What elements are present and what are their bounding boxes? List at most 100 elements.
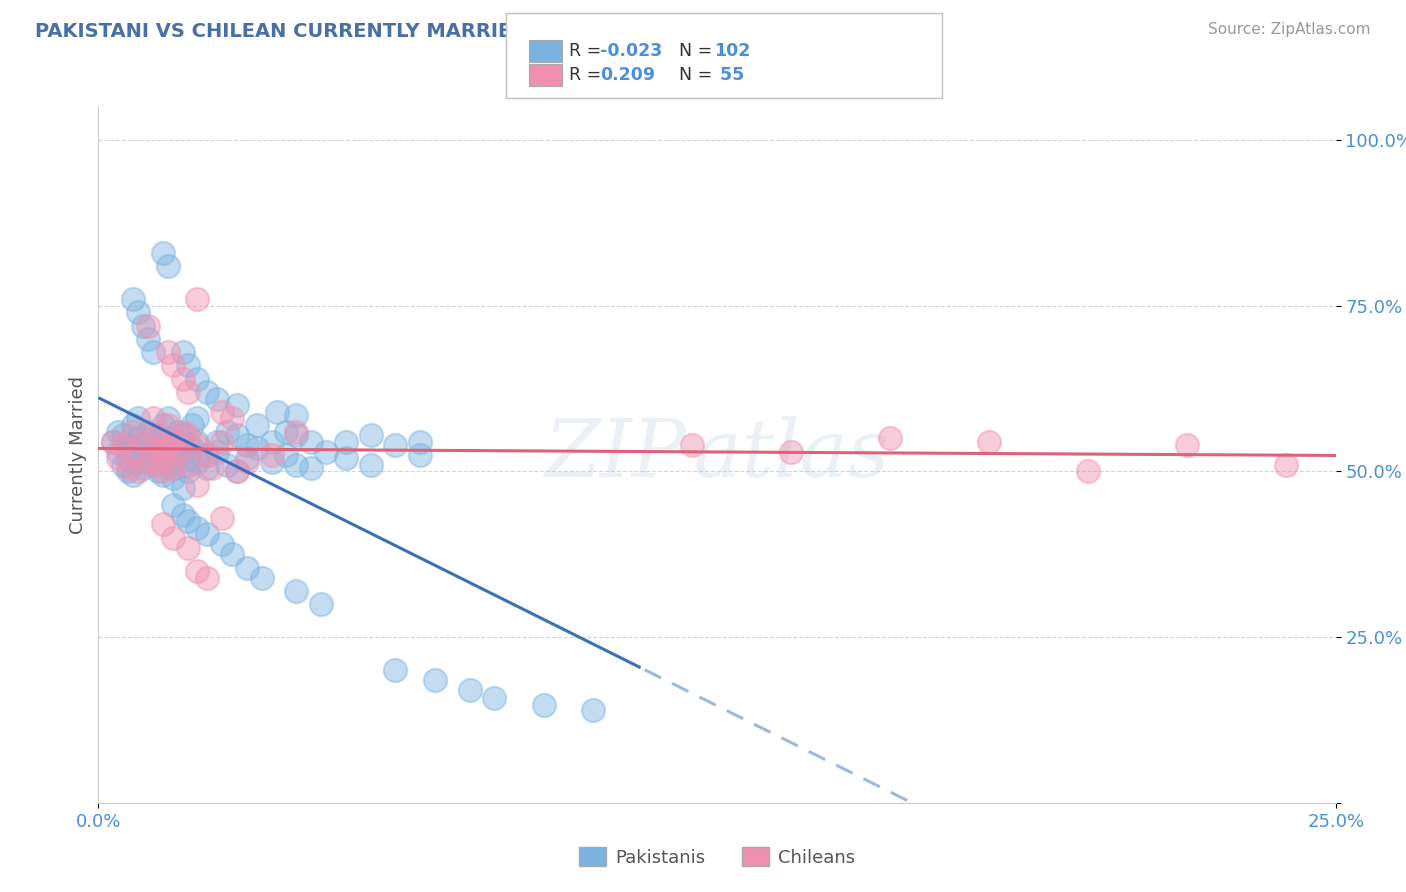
Point [195, 461, 218, 475]
Point [250, 570, 273, 584]
Point [211, 434, 233, 449]
Point [112, 438, 135, 452]
Point [582, 703, 605, 717]
Point [103, 434, 125, 449]
Point [136, 425, 159, 439]
Point [176, 458, 198, 472]
Point [1275, 458, 1298, 472]
Point [107, 451, 129, 466]
Text: PAKISTANI VS CHILEAN CURRENTLY MARRIED CORRELATION CHART: PAKISTANI VS CHILEAN CURRENTLY MARRIED C… [35, 22, 768, 41]
Point [136, 318, 159, 333]
Point [195, 448, 218, 462]
Point [186, 477, 208, 491]
Point [172, 428, 194, 442]
Point [423, 673, 446, 688]
Point [276, 448, 298, 462]
Point [384, 663, 406, 677]
Point [117, 465, 139, 479]
Point [156, 345, 179, 359]
Point [156, 454, 179, 468]
Point [117, 461, 139, 475]
Point [172, 425, 194, 439]
Point [246, 442, 269, 456]
Point [217, 425, 239, 439]
Point [156, 259, 179, 273]
Point [186, 434, 208, 449]
Point [186, 438, 208, 452]
Point [226, 465, 249, 479]
Point [107, 444, 129, 458]
Point [205, 434, 228, 449]
Point [186, 521, 208, 535]
Point [142, 442, 165, 456]
Point [162, 498, 184, 512]
Point [409, 448, 432, 462]
Point [299, 434, 322, 449]
Point [221, 547, 243, 561]
Point [195, 384, 218, 399]
Point [236, 438, 259, 452]
Point [127, 411, 149, 425]
Point [384, 438, 406, 452]
Point [122, 448, 145, 462]
Point [226, 465, 249, 479]
Point [127, 454, 149, 468]
Point [236, 454, 259, 468]
Point [260, 448, 283, 462]
Point [162, 359, 184, 373]
Text: Source: ZipAtlas.com: Source: ZipAtlas.com [1208, 22, 1371, 37]
Text: -0.023: -0.023 [600, 42, 662, 60]
Point [484, 691, 506, 706]
Point [211, 537, 233, 551]
Point [201, 461, 224, 475]
Point [162, 448, 184, 462]
Point [112, 428, 135, 442]
Point [360, 428, 382, 442]
Point [979, 434, 1001, 449]
Point [142, 428, 165, 442]
Point [186, 564, 208, 578]
Point [166, 425, 188, 439]
Point [136, 434, 159, 449]
Point [127, 465, 149, 479]
Point [122, 467, 145, 482]
Point [176, 451, 198, 466]
Point [176, 428, 198, 442]
Point [285, 458, 308, 472]
Point [409, 434, 432, 449]
Point [132, 461, 155, 475]
Point [117, 438, 139, 452]
Point [136, 454, 159, 468]
Point [122, 292, 145, 306]
Point [132, 448, 155, 462]
Point [186, 372, 208, 386]
Point [236, 451, 259, 466]
Point [136, 332, 159, 346]
Point [152, 442, 174, 456]
Point [156, 442, 179, 456]
Point [152, 451, 174, 466]
Point [142, 345, 165, 359]
Point [122, 418, 145, 433]
Point [226, 398, 249, 412]
Point [152, 465, 174, 479]
Point [122, 442, 145, 456]
Text: 0.209: 0.209 [600, 66, 655, 84]
Point [360, 458, 382, 472]
Point [152, 467, 174, 482]
Point [107, 425, 129, 439]
Point [1077, 465, 1099, 479]
Point [211, 511, 233, 525]
Point [172, 345, 194, 359]
Point [211, 405, 233, 419]
Text: N =: N = [679, 66, 718, 84]
Text: 102: 102 [714, 42, 751, 60]
Point [176, 514, 198, 528]
Point [162, 461, 184, 475]
Point [533, 698, 555, 712]
Point [162, 471, 184, 485]
Point [285, 408, 308, 422]
Point [309, 597, 332, 611]
Point [172, 508, 194, 522]
Point [127, 431, 149, 445]
